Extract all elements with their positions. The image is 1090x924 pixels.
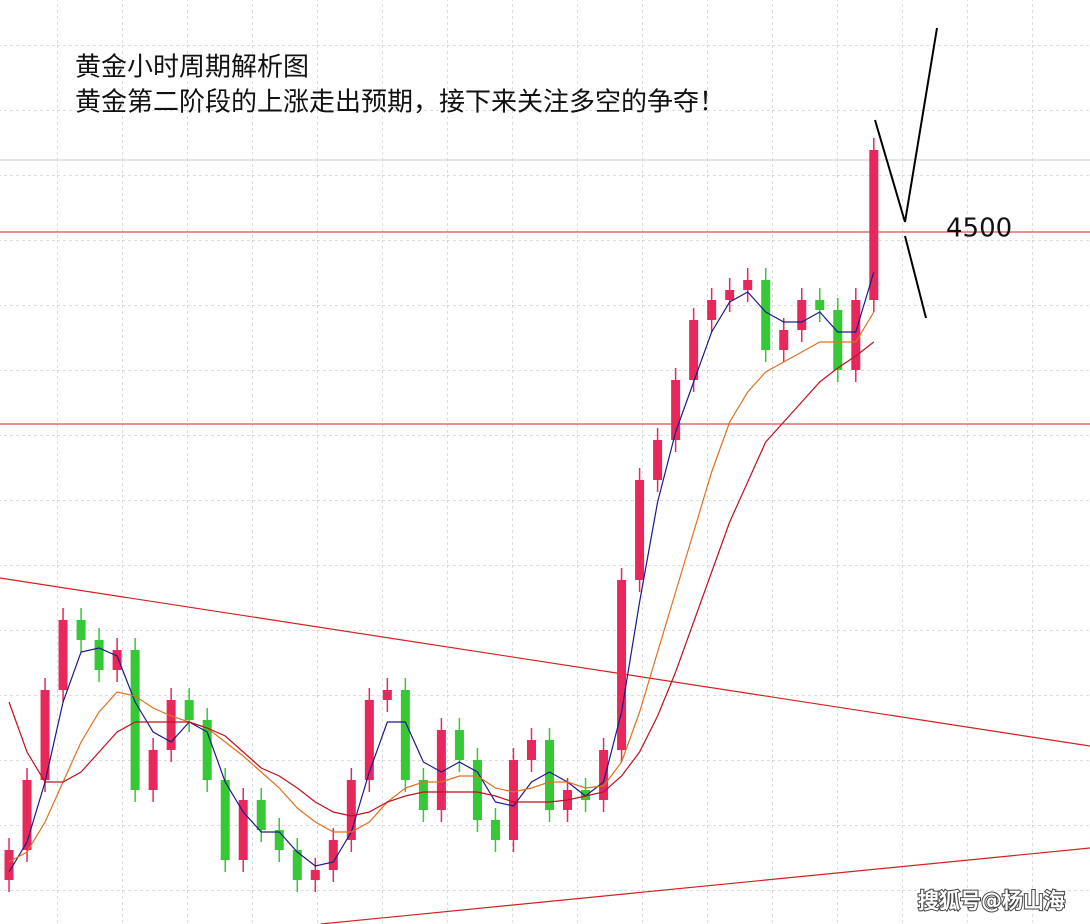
candle-body [743,280,753,290]
projection-line [874,119,906,223]
candle-body [508,760,518,840]
trend-line [320,847,1090,924]
candle-body [238,800,248,860]
candle-body [581,790,591,800]
candle-body [725,290,735,300]
candle-body [310,870,320,880]
candle-body [851,300,861,370]
candle-body [653,440,663,480]
candle-body [707,300,717,320]
candle-body [166,700,176,750]
projection-line [904,27,938,223]
candle-body [635,480,645,580]
candle-body [599,750,609,800]
candle-body [418,780,428,810]
candle-body [94,640,104,670]
candle-body [382,690,392,700]
candle-body [220,780,230,860]
candle-body [4,850,14,880]
candle-body [779,330,789,350]
candle-body [40,690,50,780]
candle-body [472,760,482,820]
candle-body [689,320,699,380]
moving-average [8,311,875,863]
candle-body [671,380,681,440]
candle-body [436,730,446,810]
chart-title: 黄金小时周期解析图 [75,53,309,83]
candle-body [202,720,212,780]
candle-body [797,300,807,330]
candle-body [869,150,879,300]
plot [0,138,1090,924]
moving-average [8,341,875,817]
candle-body [76,620,86,640]
candle-body [58,620,68,690]
candle-body [526,740,536,760]
candle-body [184,700,194,720]
candle-body [328,840,338,870]
candle-body [400,690,410,780]
candle-body [833,310,843,370]
candle-body [617,580,627,750]
level-label: 4500 [946,214,1012,244]
trend-line [0,577,1090,747]
candle-body [346,780,356,840]
candle-body [364,700,374,780]
candle-body [490,820,500,840]
candle-body [148,750,158,790]
candle-body [274,830,284,850]
candle-body [22,780,32,850]
chart-subtitle: 黄金第二阶段的上涨走出预期，接下来关注多空的争夺！ [75,88,725,118]
projection-line [904,235,927,319]
candle-body [545,740,555,810]
candle-body [256,800,266,830]
candle-body [112,650,122,670]
candle-body [130,650,140,790]
moving-average [8,271,875,873]
candle-body [454,730,464,760]
candle-body [292,850,302,880]
candle-body [815,300,825,310]
watermark: 搜狐号@杨山海 [918,889,1065,913]
candle-body [761,280,771,350]
